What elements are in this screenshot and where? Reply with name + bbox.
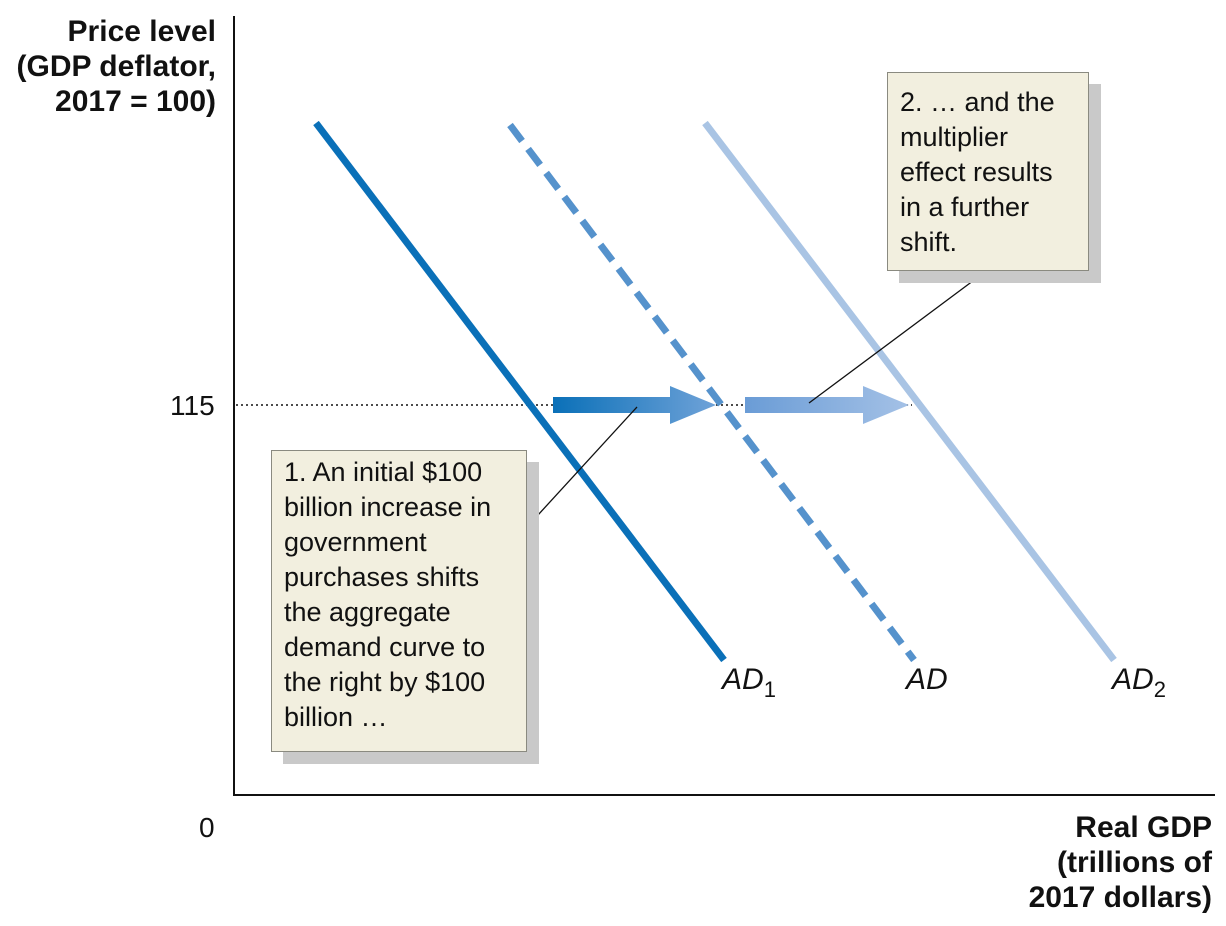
- annotation-line: shift.: [900, 227, 958, 257]
- x-axis-label-line: (trillions of: [1057, 846, 1212, 879]
- annotation-line: multiplier: [900, 122, 1009, 152]
- y-axis-label: Price level (GDP deflator, 2017 = 100): [0, 14, 216, 119]
- initial-shift-arrow: [553, 386, 716, 424]
- origin-label: 0: [199, 812, 215, 843]
- annotation-line: billion increase in: [284, 492, 492, 522]
- x-axis-label: Real GDP (trillions of 2017 dollars): [952, 810, 1212, 915]
- y-axis-label-line: Price level: [67, 15, 216, 48]
- annotation-line: demand curve to: [284, 632, 486, 662]
- multiplier-shift-arrow: [745, 386, 909, 424]
- annotation-line: in a further: [900, 192, 1030, 222]
- x-axis-label-line: 2017 dollars): [1028, 881, 1212, 914]
- demand-curve-ad: [507, 122, 917, 663]
- annotation-line: effect results: [900, 157, 1053, 187]
- demand-curve-ad1: [313, 120, 727, 663]
- leader-line-1: [526, 406, 638, 528]
- annotation-line: the right by $100: [284, 667, 486, 697]
- leader-line-2: [808, 259, 1002, 404]
- curve-label-ad2: AD2: [1110, 663, 1166, 702]
- annotation-line: the aggregate: [284, 597, 451, 627]
- annotation-multiplier-shift: 2. … and the multiplier effect results i…: [887, 72, 1089, 271]
- y-tick-label-115: 115: [170, 390, 215, 421]
- curve-label-ad1: AD1: [720, 663, 776, 702]
- y-axis-label-line: 2017 = 100): [55, 85, 216, 118]
- annotation-line: government: [284, 527, 427, 557]
- annotation-line: 2. … and the: [900, 87, 1055, 117]
- y-axis-label-line: (GDP deflator,: [16, 50, 216, 83]
- annotation-initial-shift: 1. An initial $100 billion increase in g…: [271, 450, 527, 752]
- curve-label-ad: AD: [904, 663, 948, 696]
- annotation-line: 1. An initial $100: [284, 457, 483, 487]
- annotation-line: billion …: [284, 702, 388, 732]
- demand-curve-ad2: [702, 120, 1117, 663]
- annotation-line: purchases shifts: [284, 562, 480, 592]
- x-axis-label-line: Real GDP: [1075, 811, 1212, 844]
